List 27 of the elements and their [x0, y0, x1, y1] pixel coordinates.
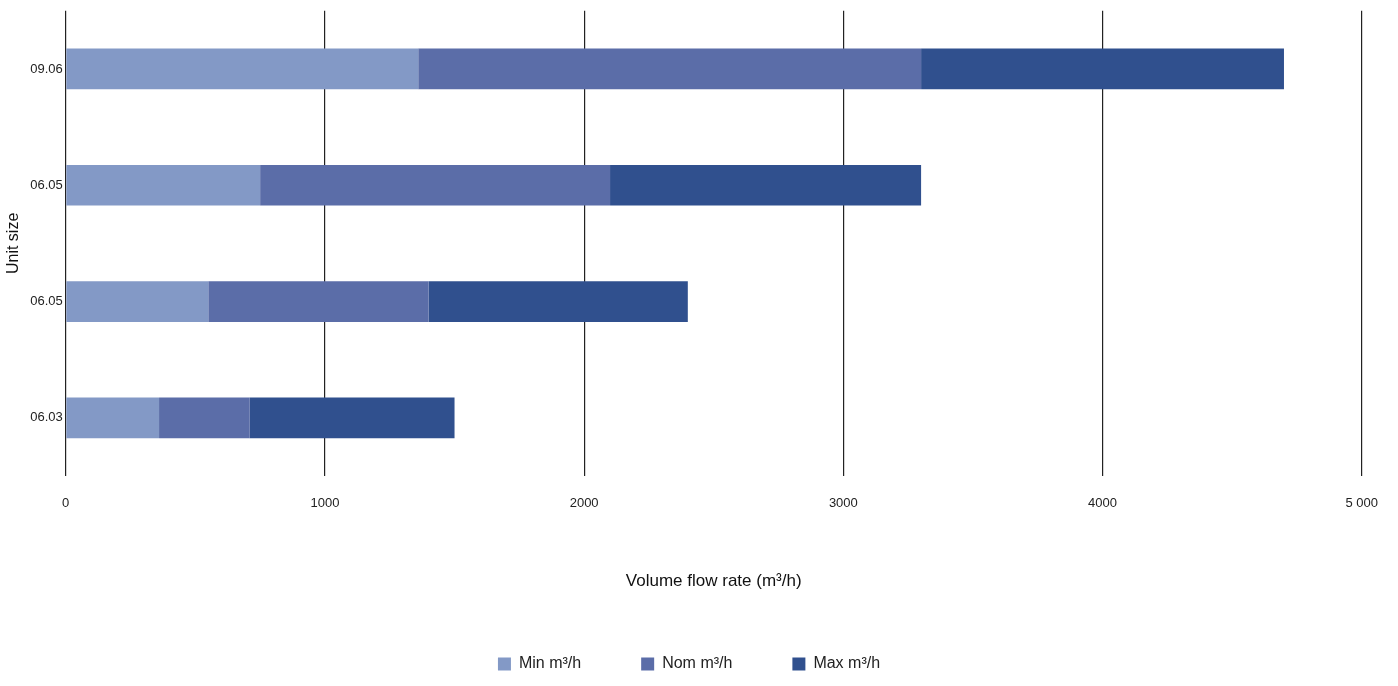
x-tick-label: 5 000	[1345, 495, 1379, 511]
bar	[159, 397, 250, 439]
x-tick-label: 2000	[569, 495, 599, 511]
x-tick-label: 4000	[1088, 495, 1117, 511]
bar	[610, 164, 922, 206]
x-tick-label: 3000	[828, 495, 858, 511]
legend-label: Min m³/h	[518, 654, 582, 672]
y-tick-label: 06.03	[30, 409, 63, 425]
y-axis-title: Unit size	[4, 212, 22, 275]
x-axis-title: Volume flow rate (m³/h)	[625, 571, 802, 591]
legend-label: Max m³/h	[813, 654, 881, 672]
bar	[921, 48, 1284, 90]
x-tick-label: 1000	[310, 495, 340, 511]
bar	[66, 48, 419, 90]
y-tick-label: 09.06	[30, 60, 63, 76]
legend-label: Nom m³/h	[662, 654, 733, 672]
bar	[66, 281, 209, 322]
x-tick-label: 0	[62, 495, 70, 511]
bar	[260, 164, 611, 206]
bar	[66, 397, 160, 439]
y-tick-label: 06.05	[30, 293, 63, 309]
y-tick-label: 06.05	[30, 176, 63, 192]
bar	[208, 281, 429, 322]
bar	[66, 164, 261, 206]
bar	[249, 397, 455, 439]
bar	[418, 48, 922, 90]
bar	[428, 281, 688, 322]
